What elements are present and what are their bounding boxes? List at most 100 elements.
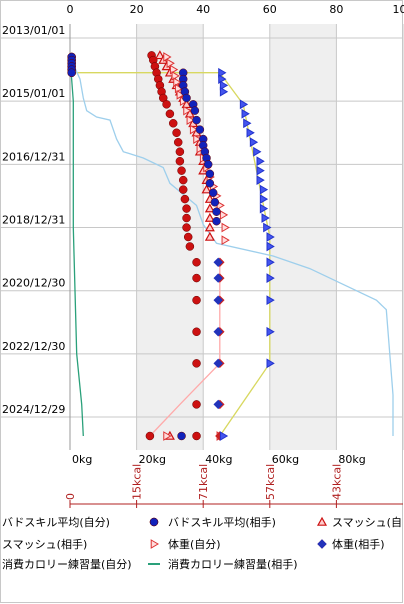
y-tick-label: 2022/12/30: [2, 340, 65, 353]
marker-s6-p16: [261, 213, 270, 223]
series-lines: [69, 56, 394, 437]
kcal-tick-label: 0: [64, 493, 77, 500]
legend-marker: [316, 516, 328, 526]
marker-s0-p32: [192, 295, 201, 305]
marker-s6-p20: [266, 257, 275, 268]
marker-s0-p15: [165, 109, 175, 119]
shaded-band-1: [269, 24, 337, 450]
marker-s0-p37: [192, 431, 201, 441]
legend-label: 体重(自分): [168, 537, 221, 551]
marker-s6-p21: [266, 273, 275, 283]
marker-s4-p4: [213, 358, 223, 369]
marker-s5-p5: [67, 68, 76, 77]
marker-s0-p31: [192, 273, 201, 283]
marker-s6-p8: [249, 137, 259, 148]
marker-s2-p10: [189, 124, 199, 135]
marker-s5-p20: [205, 169, 215, 179]
legend-item: 体重(自分): [168, 537, 327, 551]
marker-s0-p28: [183, 232, 193, 242]
legend-item: バドスキル平均(相手): [168, 515, 276, 529]
top-tick-label: 100: [393, 3, 404, 16]
marker-s6-p25: [219, 431, 229, 441]
marker-s5-p25: [212, 216, 221, 226]
kcal-tick-label: 15kcal: [131, 464, 144, 500]
marker-s0-p27: [182, 223, 191, 232]
marker-s6-p17: [263, 222, 272, 233]
kg-axis: 0kg 20kg 40kg 60kg 80kg: [72, 453, 366, 466]
marker-s6-p4: [239, 99, 249, 110]
marker-s4-p0: [213, 257, 223, 267]
marker-s6-p10: [256, 156, 265, 167]
y-tick-label: 2015/01/01: [2, 87, 65, 100]
y-tick-label: 2013/01/01: [2, 24, 65, 37]
marker-s6-p19: [266, 241, 275, 252]
marker-s0-p36: [145, 431, 155, 441]
marker-s1-p21: [204, 222, 215, 232]
marker-s0-p30: [192, 258, 201, 267]
marker-s6-p9: [253, 146, 262, 157]
marker-s0-p29: [185, 242, 195, 251]
marker-s0-p26: [182, 213, 191, 223]
marker-s2-p8: [183, 105, 192, 116]
legend-item: スマッシュ(相手): [2, 537, 87, 551]
marker-s4-p3: [213, 327, 223, 337]
kg-tick-label: 40kg: [205, 453, 232, 466]
marker-s6-p11: [256, 165, 265, 176]
legend-marker-badoskill-opp: [149, 517, 159, 527]
kg-tick-label: 60kg: [272, 453, 299, 466]
marker-s1-p8: [181, 99, 192, 109]
legend-item: 消費カロリー練習量(相手): [168, 557, 298, 571]
marker-s0-p14: [162, 100, 171, 109]
legend-label: スマッシュ(相手): [2, 537, 87, 551]
legend-item: 体重(相手): [332, 537, 385, 551]
marker-s5-p19: [203, 160, 213, 169]
marker-s0-p23: [178, 185, 188, 194]
legend-label: 消費カロリー練習量(自分): [2, 557, 132, 571]
marker-s5-p24: [212, 207, 221, 216]
grid-lines: [0, 24, 404, 450]
top-tick-labels: 0 20 40 60 80 100: [67, 3, 404, 16]
marker-s5-p21: [205, 179, 215, 188]
legend-label: バドスキル平均(自分): [2, 516, 110, 529]
marker-s0-p22: [178, 175, 188, 185]
marker-s6-p14: [259, 194, 269, 204]
marker-s6-p5: [241, 108, 250, 119]
marker-s0-p25: [182, 204, 191, 213]
marker-s0-p33: [192, 327, 201, 337]
marker-s1-p0: [154, 50, 165, 60]
kg-tick-label: 80kg: [338, 453, 365, 466]
marker-s0-p18: [173, 137, 183, 147]
top-tick-label: 60: [263, 3, 277, 16]
marker-s6-p24: [266, 358, 275, 369]
marker-s6-p3: [219, 86, 229, 97]
top-tick-label: 40: [196, 3, 210, 16]
marker-s1-p19: [204, 203, 215, 213]
kcal-tick-label: 71kcal: [197, 464, 210, 500]
marker-s4-p2: [213, 295, 223, 305]
shaded-bands: [136, 24, 337, 450]
marker-s5-p10: [182, 93, 191, 103]
marker-s6-p6: [243, 118, 252, 129]
marker-s2-p20: [221, 222, 230, 233]
legend-label: バドスキル平均(相手): [168, 515, 276, 529]
marker-s2-p11: [193, 134, 202, 144]
kg-tick-label: 0kg: [72, 453, 92, 466]
marker-s5-p14: [195, 125, 205, 134]
marker-s2-p19: [219, 210, 229, 220]
top-tick-label: 80: [329, 3, 343, 16]
marker-s5-p13: [192, 115, 201, 125]
y-tick-label: 2016/12/31: [2, 150, 65, 163]
marker-s4-p1: [213, 273, 223, 283]
marker-s5-p22: [208, 188, 218, 198]
legend-marker-smash-opp: [150, 539, 159, 549]
marker-s2-p21: [221, 235, 230, 246]
y-tick-label: 2024/12/29: [2, 403, 65, 416]
marker-s6-p15: [259, 203, 269, 214]
y-tick-label: 2020/12/30: [2, 277, 65, 290]
series-line-2: [149, 262, 221, 437]
marker-s6-p13: [259, 184, 269, 195]
marker-s1-p17: [201, 184, 212, 194]
marker-s4-p5: [213, 399, 223, 410]
marker-s6-p2: [219, 80, 229, 91]
legend-item: バドスキル平均(自分): [2, 516, 159, 529]
